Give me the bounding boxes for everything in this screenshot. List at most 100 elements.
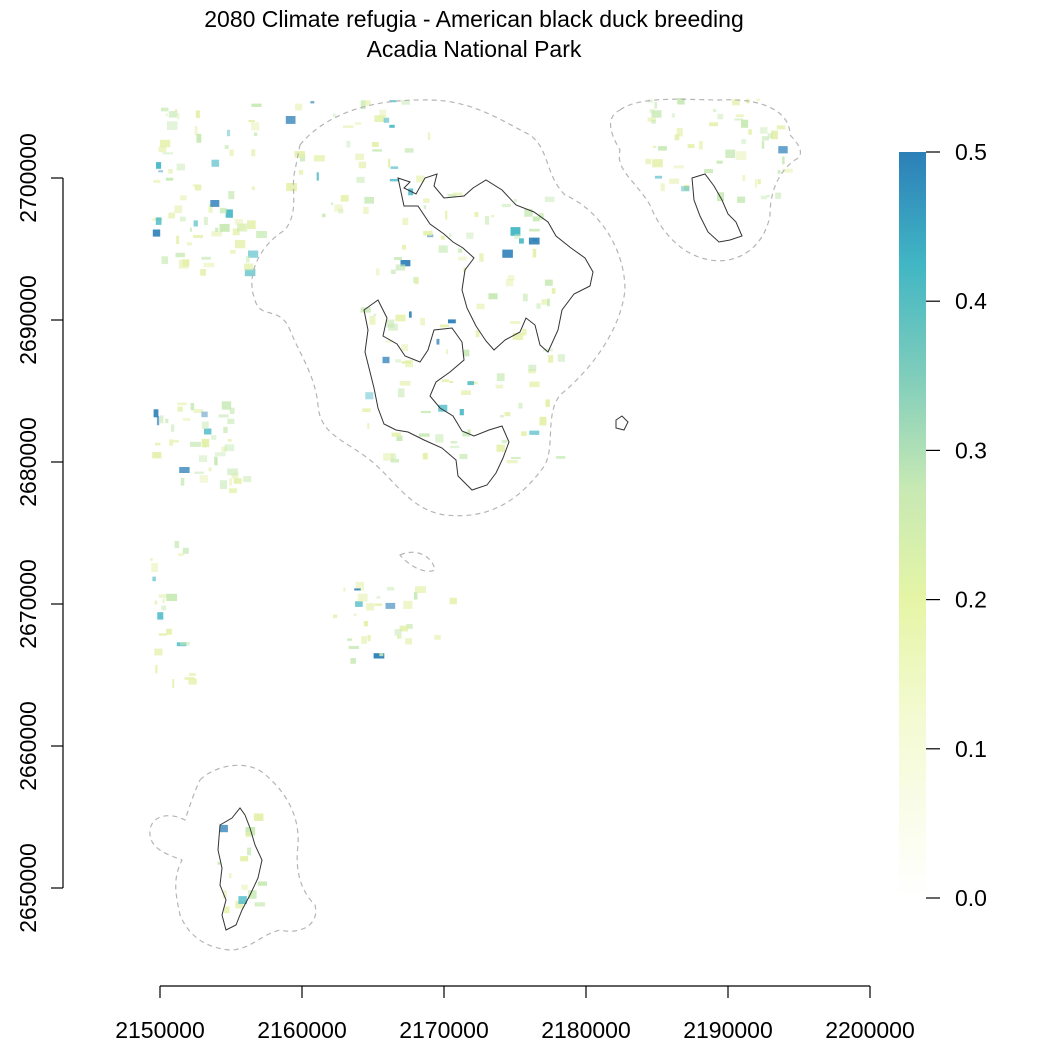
raster-cell [182,547,189,554]
raster-cell [734,118,744,121]
buffer-islet [399,551,436,572]
raster-cell [383,117,390,123]
raster-cell [174,109,178,112]
raster-cell [742,175,746,182]
raster-cell [389,124,395,128]
raster-cell [177,402,187,406]
raster-cell [475,330,480,338]
color-legend: 0.0 0.1 0.2 0.3 0.4 0.5 [899,139,987,911]
raster-cell [462,349,470,357]
raster-cell [224,906,230,914]
y-tick-label: 2670000 [15,559,41,649]
raster-cell [409,311,412,318]
raster-cell [200,269,206,276]
raster-cell [168,169,173,174]
raster-cell [544,196,555,203]
raster-cell [229,149,234,157]
legend-tick-label: 0.2 [955,587,987,613]
raster-cell [435,434,444,443]
raster-cell [462,431,471,437]
raster-cell [227,468,238,476]
raster-cell [491,215,495,218]
raster-cell [180,195,187,201]
raster-cell [390,458,400,463]
raster-cell [496,444,505,452]
map-subtitle: Acadia National Park [366,36,582,62]
raster-cell [687,144,695,149]
raster-cell [725,149,736,158]
raster-cell [420,317,425,326]
raster-cell [399,381,411,386]
raster-cell [294,151,305,158]
raster-cell [673,165,684,169]
raster-cell [394,257,402,261]
raster-cell [178,259,189,269]
raster-cell [474,211,479,218]
raster-cell [496,373,505,382]
raster-cell [358,161,367,169]
raster-cell [374,115,385,122]
raster-cell [248,120,255,123]
raster-cell [346,140,351,148]
raster-cell [168,212,175,219]
raster-cell [539,416,547,426]
raster-cell [647,99,653,103]
raster-cell [354,122,362,125]
raster-cell [188,672,196,676]
raster-cell [441,379,449,382]
raster-cell [235,239,246,249]
raster-cell [776,125,786,130]
raster-cell [416,175,425,183]
raster-cell [340,195,349,202]
y-axis: 2650000 2660000 2670000 2680000 2690000 27000… [15,133,64,933]
y-tick-label: 2700000 [15,133,41,223]
raster-cell [168,111,178,118]
raster-cell [227,129,231,137]
raster-cell [782,168,793,173]
raster-cell [228,191,235,200]
raster-cell [383,453,394,461]
raster-cell [227,439,232,442]
raster-cell [363,207,369,214]
raster-cell [423,230,433,236]
raster-cell [356,176,365,183]
raster-cell [166,628,172,635]
raster-cell [295,103,303,111]
raster-cell [353,613,357,616]
raster-cell [194,126,198,136]
raster-cell [151,563,158,572]
raster-cell [522,293,528,302]
legend-tick-label: 0.3 [955,437,987,463]
raster-cell [201,421,209,429]
raster-cell [388,158,391,168]
raster-cell [704,169,713,174]
raster-cell [395,264,406,271]
raster-cell [548,355,554,363]
raster-cell [438,404,448,412]
raster-cell [331,202,334,205]
raster-cell [732,99,740,106]
raster-cell [221,446,227,453]
raster-cell [286,183,297,192]
raster-cell [245,831,252,838]
raster-cell [499,415,504,418]
raster-cell [366,603,375,611]
raster-cell [647,117,656,122]
raster-cell [233,478,242,484]
raster-cell [154,648,163,656]
raster-cell [512,332,524,340]
raster-cell [420,410,431,414]
raster-cell [217,861,221,865]
raster-cell [177,406,183,412]
raster-cell [532,248,537,258]
raster-cell [361,636,367,644]
raster-cell [513,199,517,203]
raster-cell [161,107,169,112]
legend-tick-label: 0.4 [955,288,987,314]
boundary-mount-desert-west [363,299,510,491]
raster-cell [463,267,466,273]
y-tick-label: 2690000 [15,275,41,365]
x-tick-label: 2180000 [541,1017,631,1043]
raster-cell [194,471,204,474]
raster-cell [458,256,467,261]
